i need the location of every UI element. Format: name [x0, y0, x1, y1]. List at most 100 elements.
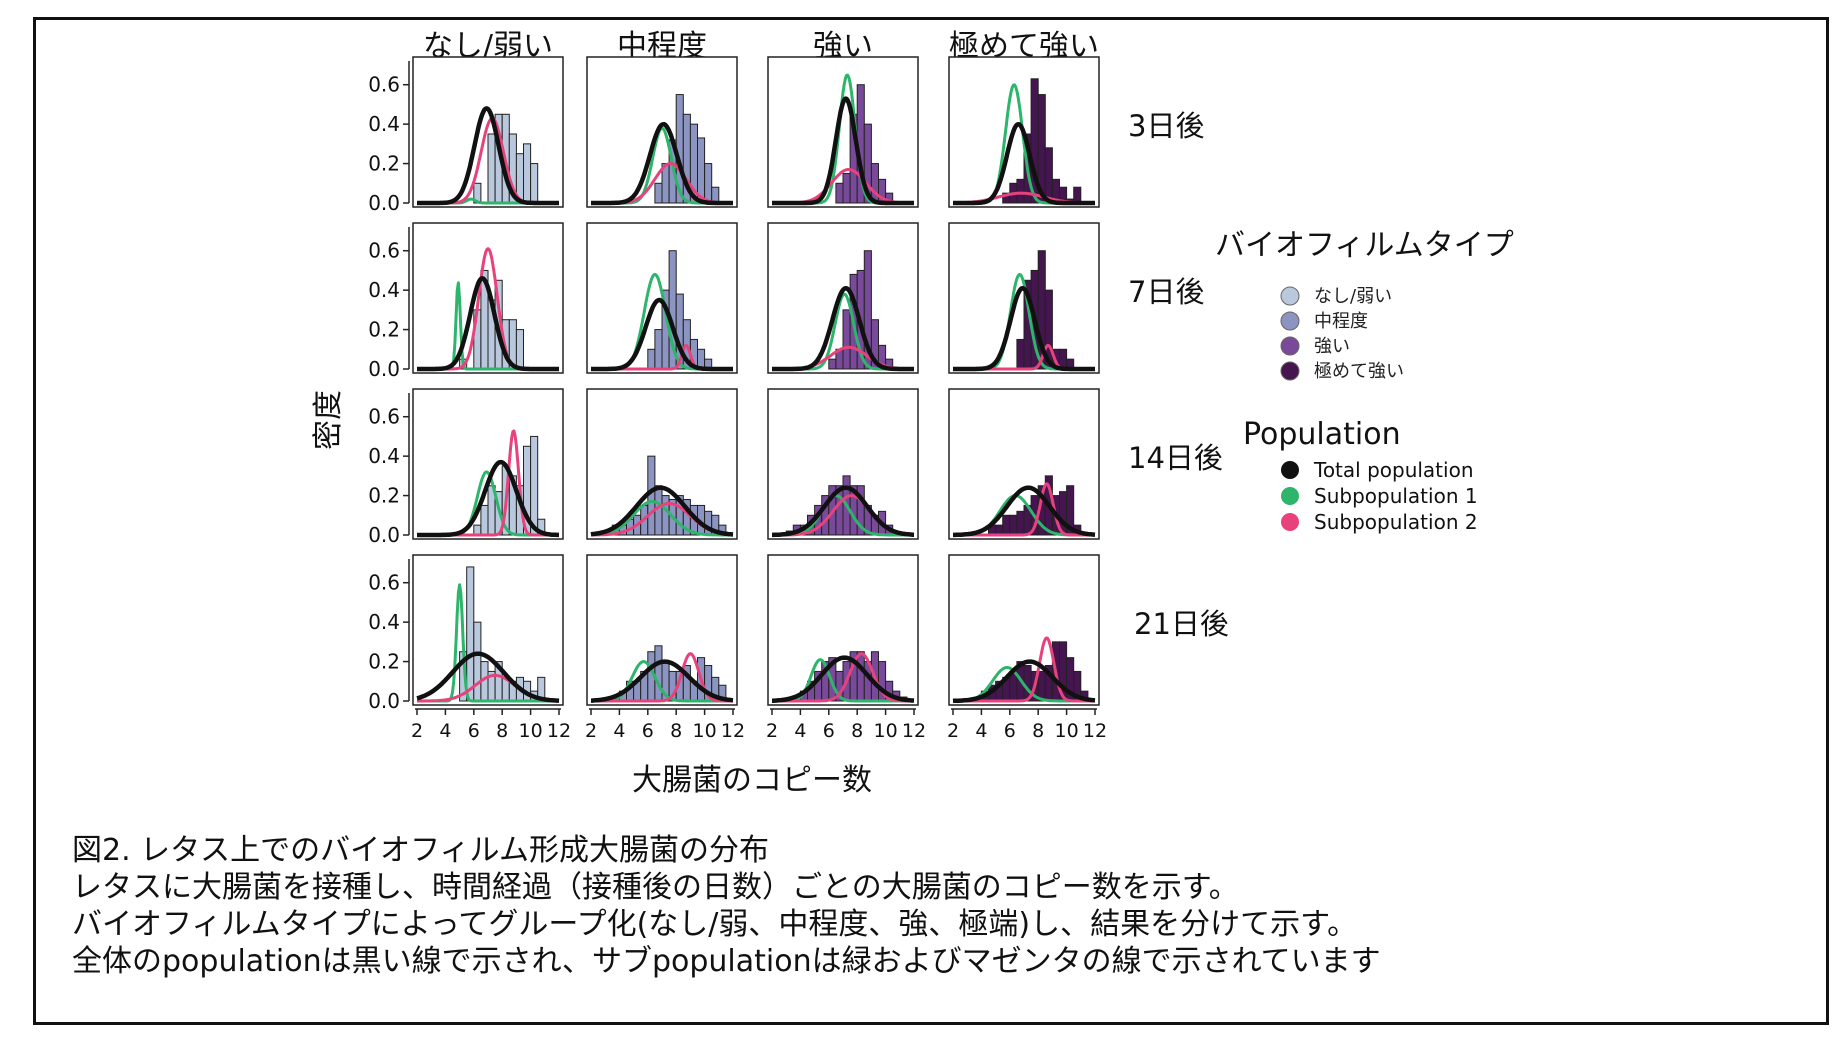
x-tick-label: 6	[1004, 720, 1016, 742]
total-population-curve	[951, 485, 1097, 538]
x-tick-label: 6	[642, 720, 654, 742]
x-tick-label: 8	[1032, 720, 1044, 742]
histogram-bar	[863, 250, 872, 370]
legend-population-swatch	[1281, 487, 1299, 505]
histogram-bar	[473, 621, 482, 702]
histogram-bar	[1037, 670, 1046, 702]
legend-population-label: Subpopulation 1	[1314, 484, 1478, 508]
y-tick-label: 0.4	[368, 610, 400, 634]
histogram-bar	[1002, 514, 1011, 536]
histogram-bar	[856, 651, 865, 702]
histogram-bar	[487, 133, 496, 204]
total-population-curve	[415, 459, 561, 538]
y-tick-label: 0.4	[368, 444, 400, 468]
total-population-curve	[415, 276, 561, 372]
legend-population-label: Subpopulation 2	[1314, 510, 1478, 534]
subpopulation-2-curve	[590, 652, 734, 703]
y-tick-label: 0.4	[368, 278, 400, 302]
x-tick-label: 10	[874, 720, 898, 742]
histogram-bar	[828, 358, 837, 370]
total-population-curve	[415, 651, 561, 703]
legend-type-swatch	[1280, 336, 1300, 356]
caption-line-3: 全体のpopulationは黒い線で示され、サブpopulationは緑およびマ…	[72, 944, 1381, 979]
total-population-curve	[951, 659, 1097, 704]
x-tick-label: 12	[902, 720, 926, 742]
legend-type-swatch	[1280, 286, 1300, 306]
histogram-bar	[530, 435, 539, 536]
x-tick-label: 10	[519, 720, 543, 742]
figure-frame	[33, 17, 1829, 1025]
total-population-curve	[770, 96, 916, 206]
y-tick-label: 0.0	[368, 357, 400, 381]
subpopulation-2-curve	[952, 636, 1096, 703]
x-tick-label: 4	[975, 720, 987, 742]
x-tick-label: 6	[823, 720, 835, 742]
histogram-bar	[647, 348, 656, 370]
x-axis-title: 大腸菌のコピー数	[632, 763, 872, 798]
histogram-bar	[1044, 147, 1053, 204]
x-tick-label: 2	[411, 720, 423, 742]
x-tick-label: 2	[766, 720, 778, 742]
y-tick-label: 0.6	[368, 73, 400, 97]
total-population-curve	[415, 106, 561, 206]
y-tick-label: 0.0	[368, 689, 400, 713]
x-tick-label: 8	[670, 720, 682, 742]
subpopulation-2-curve	[771, 652, 915, 703]
y-tick-label: 0.2	[368, 152, 400, 176]
legend-type-label: 極めて強い	[1314, 361, 1404, 382]
histogram-bar	[842, 172, 851, 204]
total-population-curve	[770, 485, 916, 538]
x-tick-label: 12	[1083, 720, 1107, 742]
legend-population-swatch	[1281, 513, 1299, 531]
x-tick-label: 2	[585, 720, 597, 742]
total-population-curve	[951, 285, 1097, 372]
histogram-bar	[704, 163, 713, 204]
histogram-bar	[515, 329, 525, 370]
y-axis-title: 密度	[311, 390, 346, 450]
histogram-bar	[654, 329, 663, 370]
legend-type-swatch	[1280, 311, 1300, 331]
total-population-curve	[589, 121, 735, 206]
row-label: 7日後	[1128, 275, 1204, 309]
x-tick-label: 6	[468, 720, 480, 742]
histogram-bar	[654, 645, 663, 702]
x-tick-label: 12	[547, 720, 571, 742]
x-tick-label: 2	[947, 720, 959, 742]
row-label: 21日後	[1134, 607, 1229, 641]
y-tick-label: 0.6	[368, 571, 400, 595]
legend-type-label: 強い	[1314, 336, 1350, 357]
total-population-curve	[589, 659, 735, 703]
y-tick-label: 0.6	[368, 239, 400, 263]
x-tick-label: 10	[693, 720, 717, 742]
histogram-bar	[842, 309, 851, 370]
row-label: 3日後	[1128, 109, 1204, 143]
legend-type-label: 中程度	[1314, 311, 1368, 332]
x-tick-label: 12	[721, 720, 745, 742]
legend-population-swatch	[1281, 461, 1299, 479]
histogram-bar	[1009, 514, 1018, 536]
histogram-bar	[1016, 178, 1025, 204]
legend-type-swatch	[1280, 361, 1300, 381]
total-population-curve	[589, 485, 735, 537]
histogram-bar	[654, 182, 663, 204]
legend-population-title: Population	[1243, 417, 1401, 452]
y-tick-label: 0.0	[368, 191, 400, 215]
total-population-curve	[770, 655, 916, 703]
y-tick-label: 0.2	[368, 650, 400, 674]
y-tick-label: 0.0	[368, 523, 400, 547]
subpopulation-1-curve	[590, 660, 734, 703]
legend-type-title: バイオフィルムタイプ	[1215, 228, 1514, 263]
caption-line-1: レタスに大腸菌を接種し、時間経過（接種後の日数）ごとの大腸菌のコピー数を示す。	[72, 870, 1239, 905]
x-tick-label: 10	[1055, 720, 1079, 742]
histogram-bar	[1059, 348, 1068, 370]
x-tick-label: 8	[851, 720, 863, 742]
histogram-bar	[835, 182, 844, 204]
histogram-bar	[1016, 338, 1025, 370]
y-tick-label: 0.4	[368, 112, 400, 136]
x-tick-label: 4	[794, 720, 806, 742]
row-label: 14日後	[1128, 441, 1223, 475]
histogram-bar	[661, 495, 670, 536]
y-tick-label: 0.6	[368, 405, 400, 429]
x-tick-label: 8	[496, 720, 508, 742]
